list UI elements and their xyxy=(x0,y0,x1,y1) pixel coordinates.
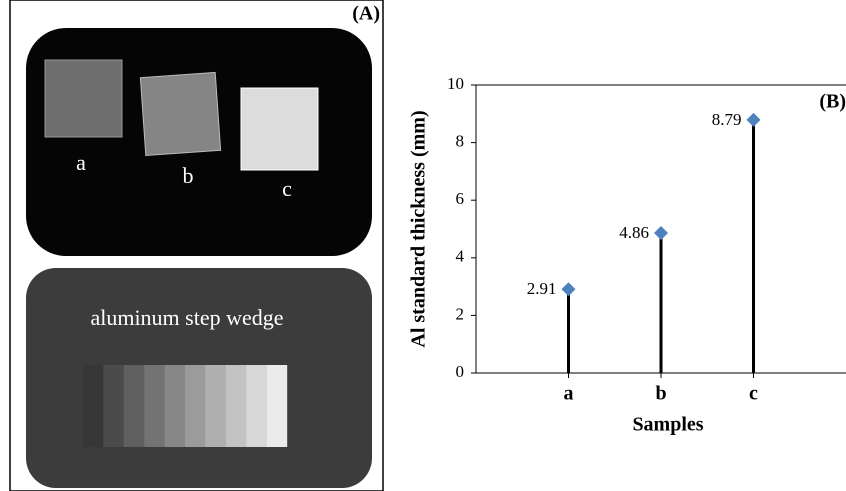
y-tick-label: 2 xyxy=(456,304,465,323)
sample-b-image xyxy=(140,72,220,155)
marker xyxy=(562,282,576,296)
x-axis-title: Samples xyxy=(632,414,703,436)
wedge-step xyxy=(83,365,104,447)
sample-label: c xyxy=(282,176,292,201)
wedge-step xyxy=(267,365,288,447)
wedge-step xyxy=(144,365,165,447)
x-tick-label: a xyxy=(564,383,574,405)
y-tick-label: 0 xyxy=(456,362,465,381)
data-label: 4.86 xyxy=(619,223,649,242)
marker xyxy=(654,226,668,240)
y-tick-label: 8 xyxy=(456,132,465,151)
wedge-step xyxy=(165,365,186,447)
panel-label: (A) xyxy=(352,3,380,25)
wedge-step xyxy=(205,365,226,447)
wedge-step xyxy=(103,365,124,447)
wedge-step xyxy=(226,365,247,447)
y-tick-label: 6 xyxy=(456,189,465,208)
data-label: 8.79 xyxy=(712,110,742,129)
step-wedge xyxy=(83,365,287,447)
marker xyxy=(747,113,761,127)
y-tick-label: 10 xyxy=(447,74,464,93)
page: a b c aluminum step wedge (A) (B) Sample… xyxy=(0,0,846,491)
y-tick-label: 4 xyxy=(456,247,465,266)
wedge-step xyxy=(185,365,206,447)
x-tick-label: c xyxy=(749,383,758,405)
figure: a b c aluminum step wedge (A) (B) Sample… xyxy=(0,0,846,491)
sample-label: a xyxy=(76,150,86,175)
wedge-step xyxy=(124,365,145,447)
wedge-label: aluminum step wedge xyxy=(90,305,283,330)
sample-a-image xyxy=(45,60,122,137)
panel-label: (B) xyxy=(819,91,846,113)
sample-c-image xyxy=(241,88,318,170)
y-axis-title: Al standard thickness (mm) xyxy=(408,110,430,347)
wedge-step xyxy=(246,365,267,447)
x-tick-label: b xyxy=(655,383,666,405)
data-label: 2.91 xyxy=(527,279,557,298)
sample-label: b xyxy=(183,163,194,188)
